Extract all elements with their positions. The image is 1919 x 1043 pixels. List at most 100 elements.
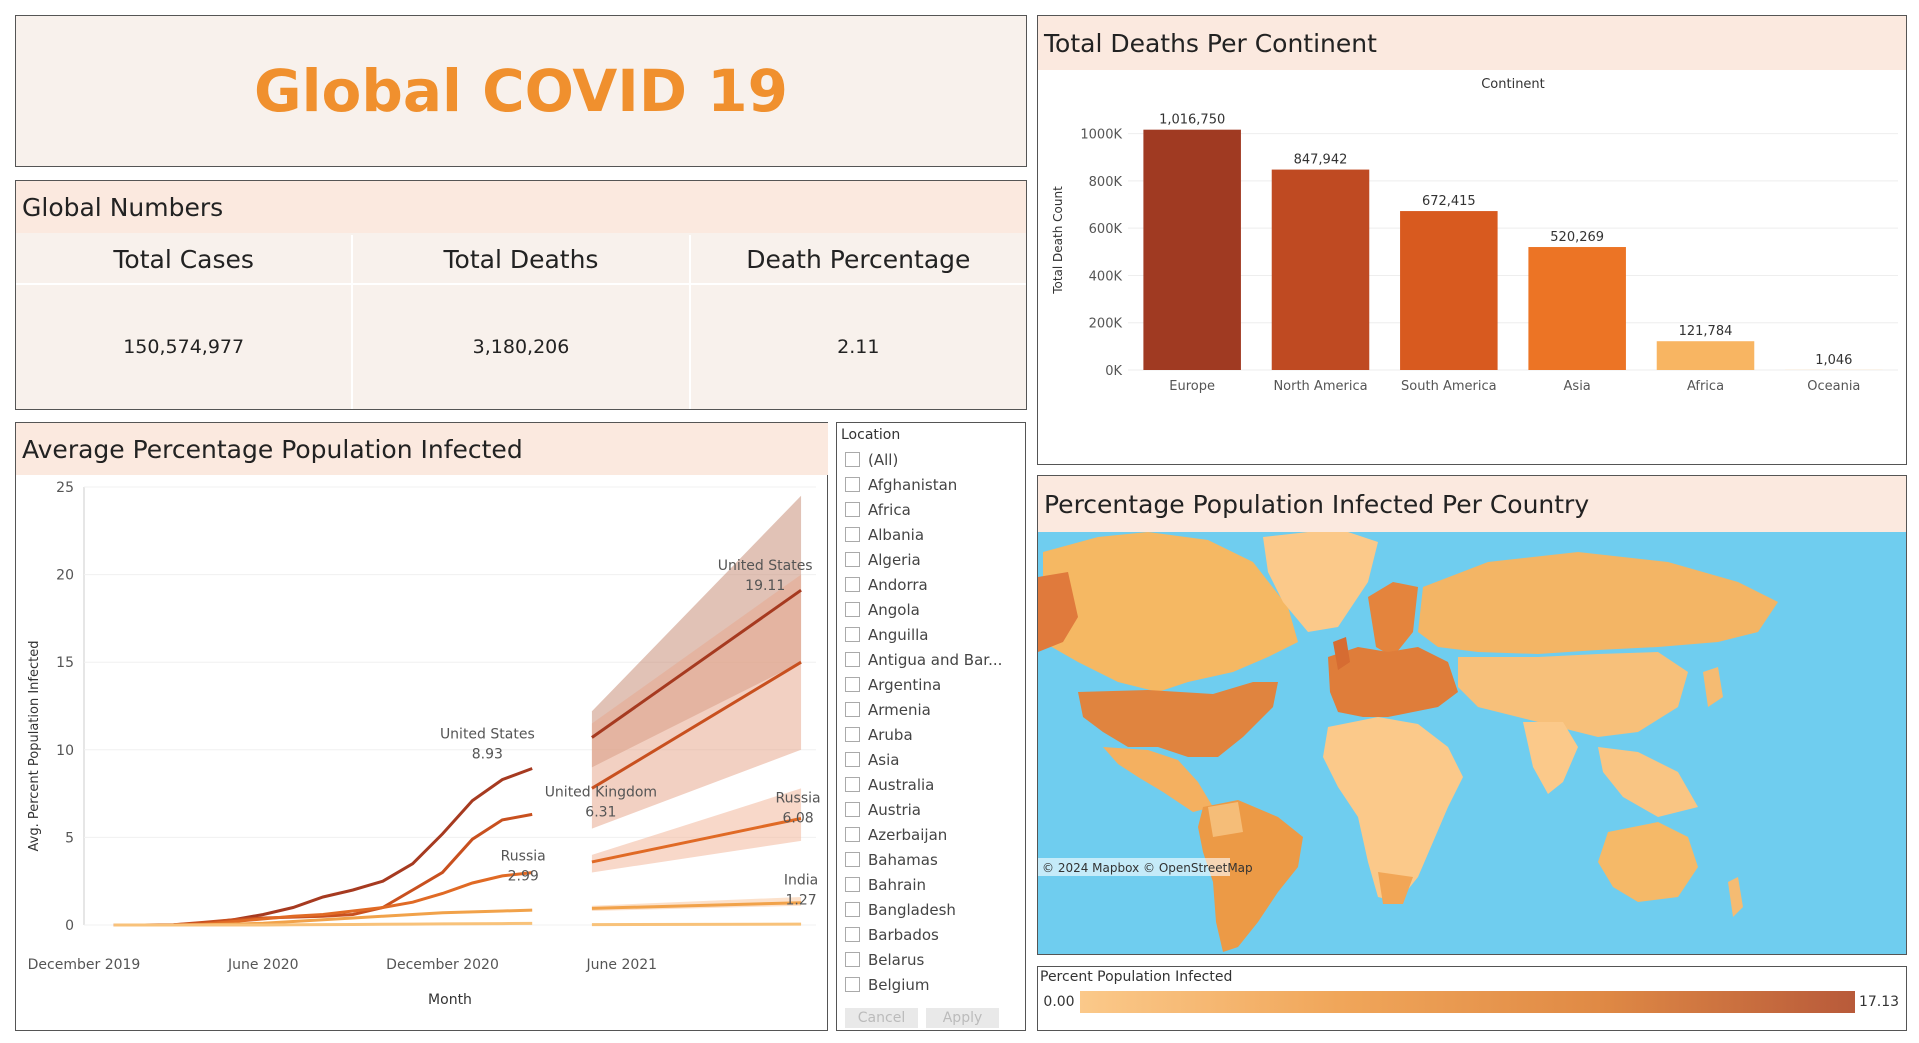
location-checkbox[interactable] (845, 452, 860, 467)
bar-value-label: 121,784 (1679, 324, 1733, 339)
location-checkbox[interactable] (845, 852, 860, 867)
location-option[interactable]: Austria (837, 797, 1025, 822)
south-america-shape[interactable] (1198, 800, 1303, 952)
location-option-label: Anguilla (868, 625, 929, 644)
line-y-tick-label: 20 (56, 568, 74, 584)
location-checkbox[interactable] (845, 552, 860, 567)
line-annotation-name: United States (440, 727, 535, 743)
greenland-shape[interactable] (1263, 532, 1378, 632)
mexico-shape[interactable] (1103, 747, 1213, 812)
russia-shape[interactable] (1418, 552, 1778, 654)
location-checkbox[interactable] (845, 677, 860, 692)
total-deaths-value[interactable]: 3,180,206 (472, 336, 570, 358)
location-option[interactable]: (All) (837, 447, 1025, 472)
location-checkbox[interactable] (845, 902, 860, 917)
location-option[interactable]: Aruba (837, 722, 1025, 747)
location-option[interactable]: Anguilla (837, 622, 1025, 647)
location-option-label: (All) (868, 450, 899, 469)
location-option[interactable]: Belgium (837, 972, 1025, 997)
deaths-bar-chart[interactable]: Continent 0K 200K 400K 600K 800K 1000K Total De… (1038, 70, 1906, 464)
location-option[interactable]: Albania (837, 522, 1025, 547)
total-cases-header: Total Cases (16, 235, 352, 285)
japan-shape[interactable] (1703, 667, 1723, 707)
bar-y-tick-label: 0K (1105, 364, 1122, 379)
line-y-tick-label: 10 (56, 743, 74, 759)
location-option[interactable]: Asia (837, 747, 1025, 772)
location-checkbox[interactable] (845, 652, 860, 667)
location-option[interactable]: Barbados (837, 922, 1025, 947)
location-option[interactable]: Afghanistan (837, 472, 1025, 497)
location-option[interactable]: Bahamas (837, 847, 1025, 872)
south-africa-shape[interactable] (1378, 872, 1413, 904)
location-checkbox[interactable] (845, 952, 860, 967)
canada-shape[interactable] (1043, 532, 1298, 692)
legend-gradient-bar[interactable] (1080, 991, 1855, 1013)
location-checkbox[interactable] (845, 602, 860, 617)
location-option[interactable]: Angola (837, 597, 1025, 622)
line-x-tick-label: December 2019 (28, 957, 141, 973)
location-checkbox[interactable] (845, 752, 860, 767)
apply-button[interactable]: Apply (926, 1008, 999, 1028)
location-option[interactable]: Andorra (837, 572, 1025, 597)
bar-category-label: Oceania (1807, 379, 1860, 394)
location-checkbox[interactable] (845, 877, 860, 892)
location-option[interactable]: Armenia (837, 697, 1025, 722)
cancel-button[interactable]: Cancel (845, 1008, 918, 1028)
location-checkbox[interactable] (845, 927, 860, 942)
forecast-line (591, 922, 802, 927)
southeast-asia-shape[interactable] (1598, 747, 1698, 817)
europe-shape[interactable] (1328, 647, 1458, 717)
map-attribution: © 2024 Mapbox © OpenStreetMap (1042, 861, 1253, 875)
usa-shape[interactable] (1078, 682, 1278, 757)
dashboard-title: Global COVID 19 (254, 57, 788, 125)
bar-chart-category-header: Continent (1481, 77, 1545, 92)
location-checkbox[interactable] (845, 627, 860, 642)
line-chart-title: Average Percentage Population Infected (16, 423, 828, 475)
location-filter-list[interactable]: (All) Afghanistan Africa Albania Algeria Ando… (837, 447, 1025, 997)
location-option-label: Bahamas (868, 850, 938, 869)
location-option[interactable]: Bahrain (837, 872, 1025, 897)
series-line (113, 921, 533, 927)
location-checkbox[interactable] (845, 577, 860, 592)
location-option[interactable]: Algeria (837, 547, 1025, 572)
location-checkbox[interactable] (845, 827, 860, 842)
location-checkbox[interactable] (845, 727, 860, 742)
location-option-label: Angola (868, 600, 920, 619)
location-option[interactable]: Antigua and Bar... (837, 647, 1025, 672)
location-option-label: Armenia (868, 700, 931, 719)
colombia-shape[interactable] (1208, 802, 1243, 837)
location-checkbox[interactable] (845, 502, 860, 517)
africa-shape[interactable] (1323, 717, 1463, 902)
australia-shape[interactable] (1598, 822, 1698, 902)
scandinavia-shape[interactable] (1368, 582, 1418, 657)
death-percentage-header: Death Percentage (690, 235, 1026, 285)
death-percentage-column: Death Percentage 2.11 (690, 235, 1026, 409)
infection-line-chart[interactable]: 0 5 10 15 20 25 December 2019 June 2020 December… (16, 475, 827, 1030)
location-option-label: Asia (868, 750, 900, 769)
location-checkbox[interactable] (845, 977, 860, 992)
alaska-shape[interactable] (1038, 572, 1078, 652)
location-option[interactable]: Azerbaijan (837, 822, 1025, 847)
death-percentage-value[interactable]: 2.11 (837, 336, 880, 358)
location-option[interactable]: Australia (837, 772, 1025, 797)
location-option[interactable]: Bangladesh (837, 897, 1025, 922)
location-checkbox[interactable] (845, 477, 860, 492)
location-checkbox[interactable] (845, 702, 860, 717)
world-choropleth-map[interactable]: © 2024 Mapbox © OpenStreetMap (1038, 532, 1906, 954)
location-checkbox[interactable] (845, 802, 860, 817)
location-option[interactable]: Argentina (837, 672, 1025, 697)
location-option[interactable]: Africa (837, 497, 1025, 522)
central-asia-shape[interactable] (1458, 652, 1688, 737)
location-option-label: Bahrain (868, 875, 927, 894)
location-checkbox[interactable] (845, 527, 860, 542)
uk-shape[interactable] (1333, 637, 1350, 670)
bar-value-label: 672,415 (1422, 194, 1476, 209)
new-zealand-shape[interactable] (1728, 877, 1743, 917)
total-cases-value[interactable]: 150,574,977 (123, 336, 245, 358)
line-annotation-name: United States (718, 558, 813, 574)
location-option[interactable]: Belarus (837, 947, 1025, 972)
infection-legend-panel: Percent Population Infected 0.00 17.13 (1037, 966, 1907, 1031)
location-checkbox[interactable] (845, 777, 860, 792)
india-shape[interactable] (1523, 722, 1578, 794)
location-option-label: Andorra (868, 575, 928, 594)
